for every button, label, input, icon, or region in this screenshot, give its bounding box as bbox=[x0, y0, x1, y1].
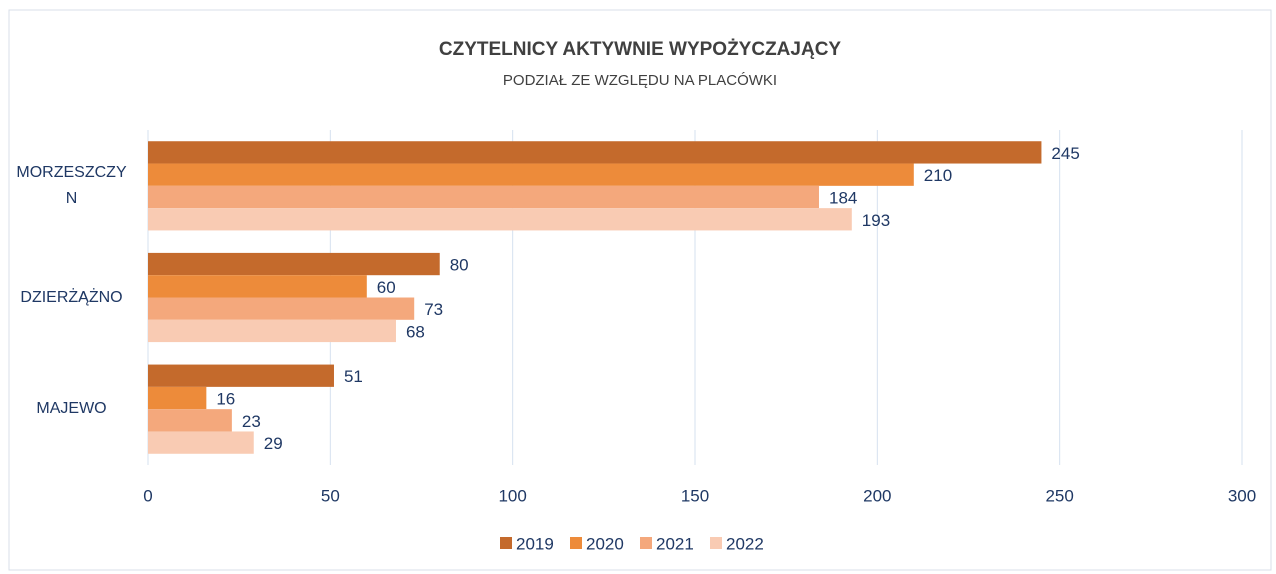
x-tick-label: 50 bbox=[321, 486, 340, 505]
legend-label: 2020 bbox=[586, 534, 624, 553]
data-label: 193 bbox=[862, 211, 890, 230]
bar bbox=[148, 431, 254, 454]
category-label: DZIERŻĄŻNO bbox=[20, 288, 123, 306]
legend-swatch bbox=[500, 537, 512, 549]
x-tick-label: 200 bbox=[863, 486, 891, 505]
chart-subtitle: PODZIAŁ ZE WZGLĘDU NA PLACÓWKI bbox=[503, 72, 777, 89]
data-label: 73 bbox=[424, 300, 443, 319]
legend-label: 2019 bbox=[516, 534, 554, 553]
data-label: 68 bbox=[406, 322, 425, 341]
x-tick-label: 250 bbox=[1045, 486, 1073, 505]
bar bbox=[148, 319, 396, 343]
bar bbox=[148, 364, 334, 387]
x-tick-label: 100 bbox=[498, 486, 526, 505]
bar bbox=[148, 252, 440, 276]
data-label: 210 bbox=[924, 166, 952, 185]
bar bbox=[148, 409, 232, 432]
bar bbox=[148, 208, 852, 231]
chart-title: CZYTELNICY AKTYWNIE WYPOŻYCZAJĄCY bbox=[439, 39, 842, 60]
legend-label: 2021 bbox=[656, 534, 694, 553]
legend-swatch bbox=[710, 537, 722, 549]
bar bbox=[148, 297, 415, 320]
bar bbox=[148, 275, 367, 298]
bar bbox=[148, 141, 1042, 164]
data-label: 16 bbox=[216, 390, 235, 409]
data-label: 60 bbox=[377, 278, 396, 297]
data-label: 23 bbox=[242, 412, 261, 431]
bar bbox=[148, 386, 207, 410]
x-tick-label: 150 bbox=[681, 486, 709, 505]
data-label: 184 bbox=[829, 188, 857, 207]
category-label: MAJEWO bbox=[36, 400, 107, 418]
legend-label: 2022 bbox=[726, 534, 764, 553]
data-label: 51 bbox=[344, 367, 363, 386]
legend-swatch bbox=[570, 537, 582, 549]
bar bbox=[148, 163, 914, 186]
data-label: 80 bbox=[450, 256, 469, 275]
bar bbox=[148, 185, 819, 209]
data-label: 29 bbox=[264, 434, 283, 453]
legend-swatch bbox=[640, 537, 652, 549]
category-label: MORZESZCZYN bbox=[16, 163, 127, 207]
x-tick-label: 300 bbox=[1228, 486, 1256, 505]
x-tick-label: 0 bbox=[143, 486, 152, 505]
data-label: 245 bbox=[1051, 144, 1079, 163]
